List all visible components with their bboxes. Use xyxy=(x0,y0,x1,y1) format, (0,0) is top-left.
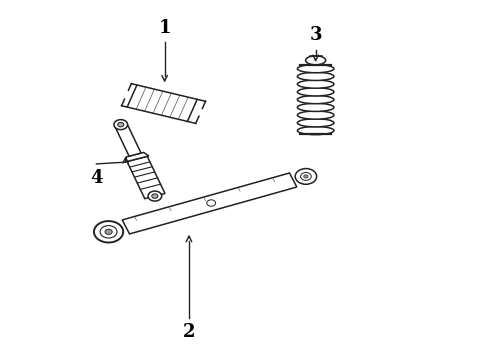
Circle shape xyxy=(152,194,158,198)
Circle shape xyxy=(295,168,317,184)
Polygon shape xyxy=(127,156,165,199)
Ellipse shape xyxy=(297,72,334,81)
Circle shape xyxy=(118,122,124,127)
Polygon shape xyxy=(115,123,141,156)
Circle shape xyxy=(94,221,123,243)
Circle shape xyxy=(300,172,311,180)
Ellipse shape xyxy=(306,56,326,65)
Circle shape xyxy=(114,120,127,130)
Ellipse shape xyxy=(297,103,334,112)
Ellipse shape xyxy=(297,95,334,104)
Ellipse shape xyxy=(297,88,334,96)
Circle shape xyxy=(148,191,162,201)
Text: 2: 2 xyxy=(183,323,195,341)
Ellipse shape xyxy=(297,119,334,127)
Text: 3: 3 xyxy=(309,26,322,44)
Circle shape xyxy=(100,226,117,238)
Circle shape xyxy=(207,200,216,206)
Ellipse shape xyxy=(297,126,334,135)
Ellipse shape xyxy=(297,80,334,88)
Polygon shape xyxy=(122,173,297,234)
Circle shape xyxy=(105,229,112,234)
Circle shape xyxy=(304,175,308,178)
Polygon shape xyxy=(127,85,197,121)
Text: 4: 4 xyxy=(90,169,102,187)
Polygon shape xyxy=(125,152,149,162)
Text: 1: 1 xyxy=(158,19,171,37)
Ellipse shape xyxy=(297,111,334,119)
Ellipse shape xyxy=(297,64,334,73)
